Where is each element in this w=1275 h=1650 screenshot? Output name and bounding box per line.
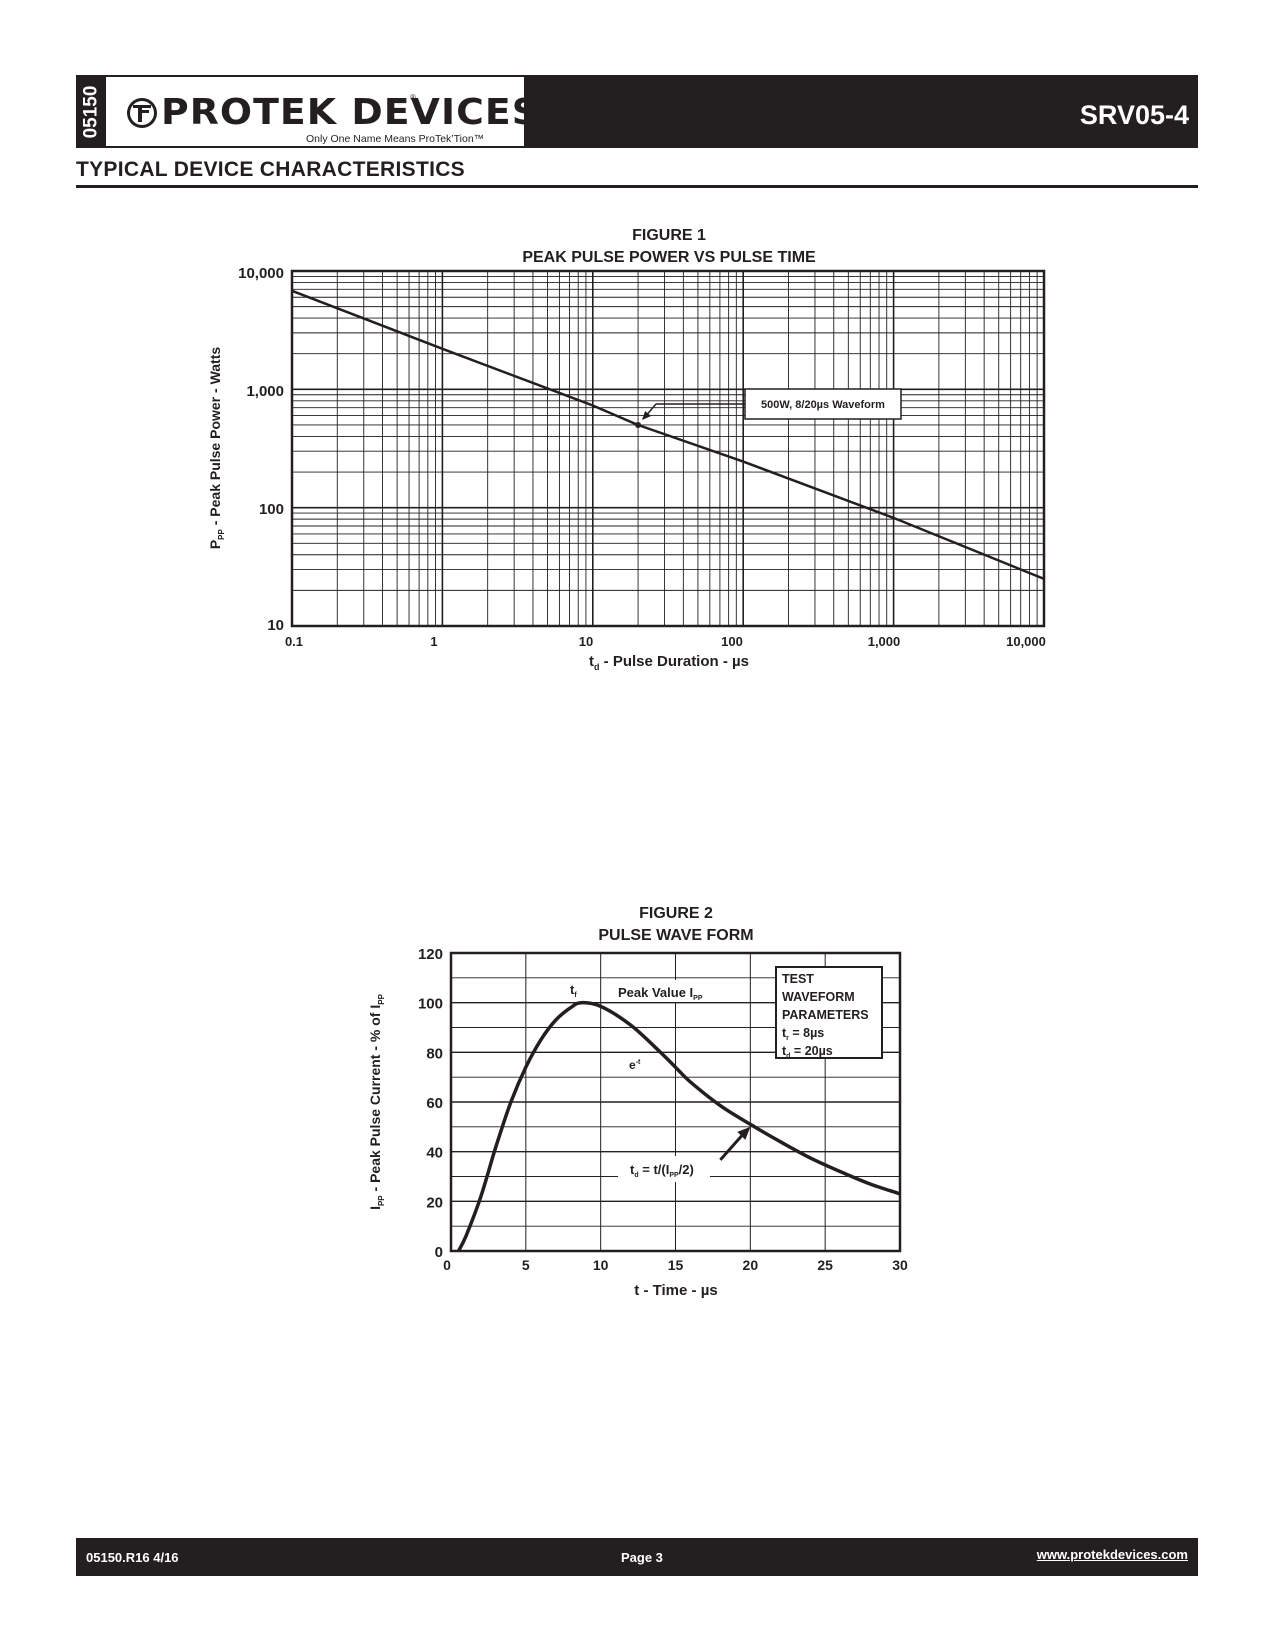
- annotation-box: [744, 388, 902, 420]
- figure-1-chart: FIGURE 1 PEAK PULSE POWER VS PULSE TIME …: [207, 227, 1046, 672]
- plot-frame: [290, 269, 1046, 628]
- logo-wordmark: PROTEK DEVICES: [161, 92, 541, 133]
- chart-subtitle: PULSE WAVE FORM: [598, 927, 753, 944]
- annotation-arrowhead: [642, 410, 652, 420]
- y-tick-label: 40: [426, 1145, 443, 1162]
- logo-emblem-icon: [127, 98, 157, 128]
- exp-label-bg: [626, 1054, 652, 1072]
- peak-label-bg: [612, 980, 710, 1002]
- legend-line: WAVEFORM: [782, 990, 855, 1004]
- x-tick-label: 10,000: [1006, 634, 1046, 649]
- annotation-label: 500W, 8/20µs Waveform: [761, 399, 885, 411]
- annotation-point: [635, 421, 642, 428]
- legend-line: TEST: [782, 972, 814, 986]
- peak-value-annotation: Peak Value IPP: [618, 985, 703, 1002]
- footer-website-link[interactable]: www.protekdevices.com: [1036, 1547, 1188, 1562]
- part-number: SRV05-4: [1079, 100, 1189, 130]
- x-tick-label: 30: [892, 1257, 908, 1273]
- y-tick-label: 100: [259, 501, 284, 518]
- tf-annotation: tf: [570, 982, 577, 999]
- td-annotation: td = t/(IPP/2): [630, 1162, 694, 1179]
- x-tick-label: 0.1: [285, 634, 303, 649]
- company-logo: PROTEK DEVICES ® Only One Name Means Pro…: [106, 77, 539, 146]
- y-tick-label: 20: [426, 1194, 443, 1211]
- y-tick-label: 120: [418, 946, 443, 963]
- chart-title: FIGURE 1: [632, 227, 706, 244]
- footer-bar: 05150.R16 4/16 Page 3 www.protekdevices.…: [76, 1538, 1198, 1576]
- x-tick-label: 10: [593, 1257, 609, 1273]
- y-tick-label: 60: [426, 1095, 443, 1112]
- legend-tf: tr = 8µs: [782, 1026, 824, 1042]
- y-tick-label: 10,000: [238, 265, 284, 282]
- legend-box: [775, 966, 883, 1059]
- y-axis-label: IPP - Peak Pulse Current - % of IPP: [367, 993, 386, 1210]
- x-tick-label: 10: [579, 634, 593, 649]
- footer-page-number: Page 3: [621, 1550, 663, 1565]
- section-title: TYPICAL DEVICE CHARACTERISTICS: [76, 158, 465, 181]
- exp-annotation: e-t: [629, 1058, 641, 1072]
- x-axis-label: td - Pulse Duration - µs: [589, 653, 749, 672]
- td-arrow-line: [719, 1131, 746, 1161]
- x-tick-label: 1: [430, 634, 437, 649]
- y-axis-label: PPP - Peak Pulse Power - Watts: [207, 347, 226, 550]
- legend-td: td = 20µs: [782, 1044, 833, 1060]
- chart-title: FIGURE 2: [639, 905, 713, 922]
- y-tick-label: 1,000: [246, 383, 284, 400]
- chart-subtitle: PEAK PULSE POWER VS PULSE TIME: [522, 249, 816, 266]
- y-tick-label: 0: [435, 1244, 443, 1261]
- x-tick-label: 15: [668, 1257, 684, 1273]
- logo-tagline: Only One Name Means ProTek’Tion™: [306, 133, 485, 145]
- y-tick-label: 80: [426, 1045, 443, 1062]
- logo-registered-mark: ®: [410, 93, 416, 102]
- section-divider: [76, 185, 1198, 188]
- td-arrowhead: [737, 1126, 751, 1140]
- x-tick-label: 1,000: [868, 634, 901, 649]
- x-tick-label: 25: [817, 1257, 833, 1273]
- footer-revision: 05150.R16 4/16: [86, 1550, 179, 1565]
- x-tick-label: 5: [522, 1257, 530, 1273]
- legend-line: PARAMETERS: [782, 1008, 869, 1022]
- x-axis-label: t - Time - µs: [634, 1282, 717, 1299]
- x-tick-label: 0: [443, 1257, 451, 1273]
- plot-frame: [449, 951, 902, 1253]
- y-tick-label: 10: [267, 617, 284, 634]
- x-tick-label: 20: [743, 1257, 759, 1273]
- series-line: [456, 1000, 901, 1252]
- y-tick-label: 100: [418, 996, 443, 1013]
- x-tick-label: 100: [721, 634, 743, 649]
- td-label-bg: [618, 1156, 710, 1182]
